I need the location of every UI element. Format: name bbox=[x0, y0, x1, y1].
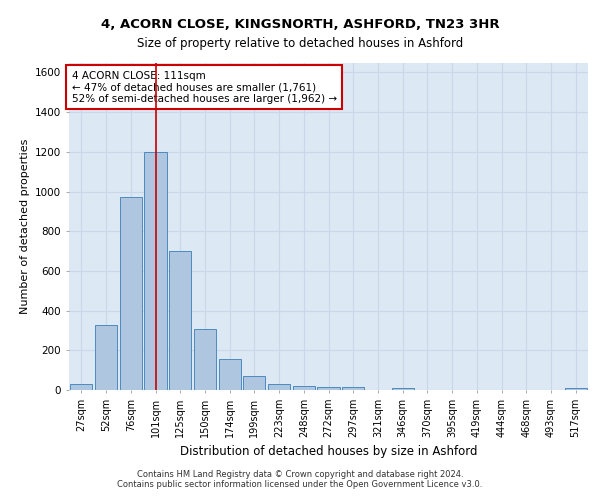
Text: Size of property relative to detached houses in Ashford: Size of property relative to detached ho… bbox=[137, 38, 463, 51]
Text: Contains HM Land Registry data © Crown copyright and database right 2024.
Contai: Contains HM Land Registry data © Crown c… bbox=[118, 470, 482, 489]
X-axis label: Distribution of detached houses by size in Ashford: Distribution of detached houses by size … bbox=[180, 446, 477, 458]
Bar bbox=[342, 387, 364, 390]
Bar bbox=[392, 388, 414, 390]
Bar bbox=[565, 388, 587, 390]
Text: 4, ACORN CLOSE, KINGSNORTH, ASHFORD, TN23 3HR: 4, ACORN CLOSE, KINGSNORTH, ASHFORD, TN2… bbox=[101, 18, 499, 30]
Bar bbox=[243, 376, 265, 390]
Bar bbox=[317, 387, 340, 390]
Bar bbox=[169, 251, 191, 390]
Bar bbox=[194, 330, 216, 390]
Text: 4 ACORN CLOSE: 111sqm
← 47% of detached houses are smaller (1,761)
52% of semi-d: 4 ACORN CLOSE: 111sqm ← 47% of detached … bbox=[71, 70, 337, 104]
Bar bbox=[70, 384, 92, 390]
Bar bbox=[145, 152, 167, 390]
Bar bbox=[218, 359, 241, 390]
Bar bbox=[95, 326, 117, 390]
Bar bbox=[268, 384, 290, 390]
Bar bbox=[119, 198, 142, 390]
Y-axis label: Number of detached properties: Number of detached properties bbox=[20, 138, 29, 314]
Bar bbox=[293, 386, 315, 390]
